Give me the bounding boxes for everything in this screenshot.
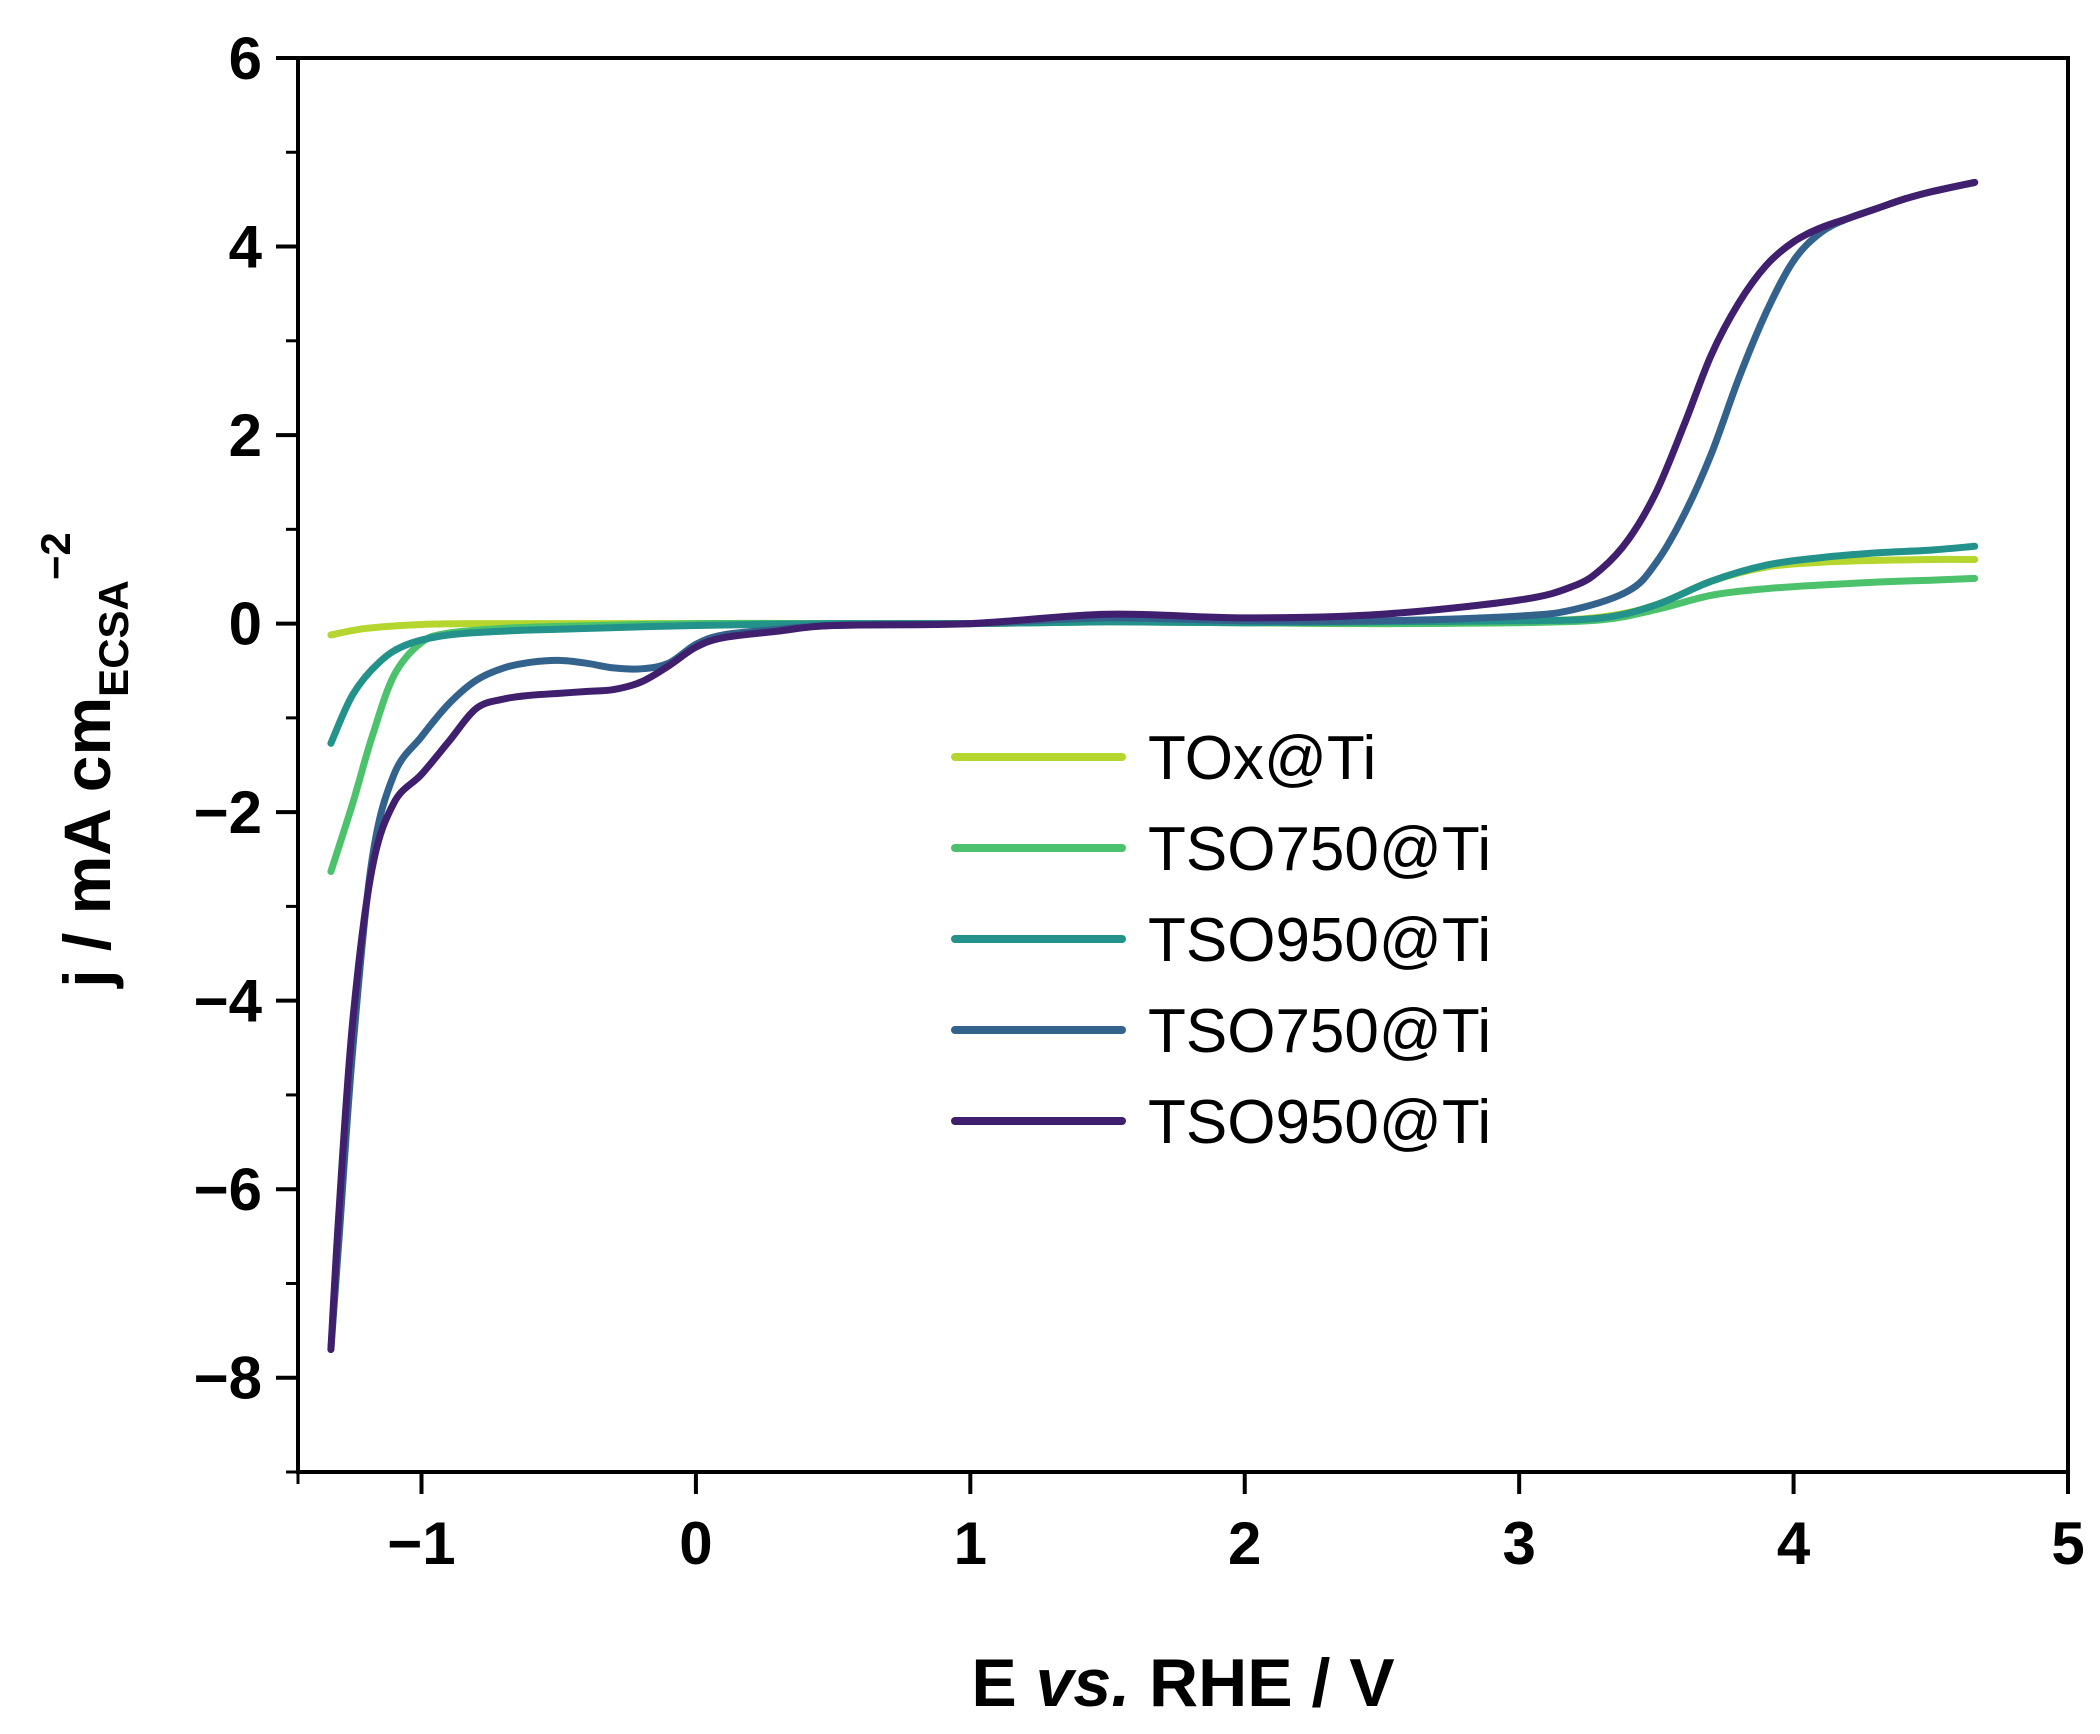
legend-label-1: TOx@Ti bbox=[1148, 724, 1376, 793]
x-tick-label: 5 bbox=[2051, 1510, 2084, 1577]
legend-label-5: TSO950@Ti bbox=[1148, 1088, 1491, 1157]
series-group bbox=[327, 178, 1979, 1353]
x-axis-title-italic: vs. bbox=[1036, 1645, 1131, 1721]
y-axis-title-main: j / mA cm bbox=[50, 697, 124, 990]
x-axis-title-prefix: E bbox=[971, 1645, 1035, 1721]
y-tick-label: 2 bbox=[229, 402, 262, 469]
x-tick-label: 1 bbox=[954, 1510, 987, 1577]
series-line-5 bbox=[327, 178, 1979, 1353]
x-tick-label: −1 bbox=[387, 1510, 455, 1577]
plot-frame bbox=[296, 56, 2070, 1474]
y-axis-title-superscript: −2 bbox=[32, 532, 79, 580]
y-tick-label: 0 bbox=[229, 591, 262, 658]
y-tick-label: −2 bbox=[194, 779, 262, 846]
x-tick-label: 4 bbox=[1777, 1510, 1811, 1577]
y-tick-label: −4 bbox=[194, 968, 263, 1035]
y-tick-label: 4 bbox=[229, 214, 263, 281]
x-tick-label: 2 bbox=[1228, 1510, 1261, 1577]
y-tick-label: 6 bbox=[229, 25, 262, 92]
legend-label-4: TSO750@Ti bbox=[1148, 997, 1491, 1066]
y-axis: −8 −6 −4 −2 0 2 4 6 bbox=[194, 25, 298, 1474]
y-tick-label: −8 bbox=[194, 1345, 262, 1412]
series-line-3 bbox=[327, 542, 1979, 747]
y-axis-title-subscript: ECSA bbox=[90, 580, 137, 697]
y-axis-title: j / mA cmECSA−2 bbox=[32, 532, 137, 990]
x-tick-label: 3 bbox=[1502, 1510, 1535, 1577]
legend-label-3: TSO950@Ti bbox=[1148, 906, 1491, 975]
x-axis-title-suffix: RHE / V bbox=[1130, 1645, 1395, 1721]
x-axis: −1 0 1 2 3 4 5 bbox=[296, 1472, 2085, 1577]
legend: TOx@Ti TSO750@Ti TSO950@Ti TSO750@Ti TSO950@… bbox=[951, 724, 1491, 1157]
x-axis-title: E vs. RHE / V bbox=[971, 1645, 1394, 1721]
y-tick-label: −6 bbox=[194, 1156, 262, 1223]
legend-label-2: TSO750@Ti bbox=[1148, 815, 1491, 884]
x-tick-label: 0 bbox=[679, 1510, 712, 1577]
